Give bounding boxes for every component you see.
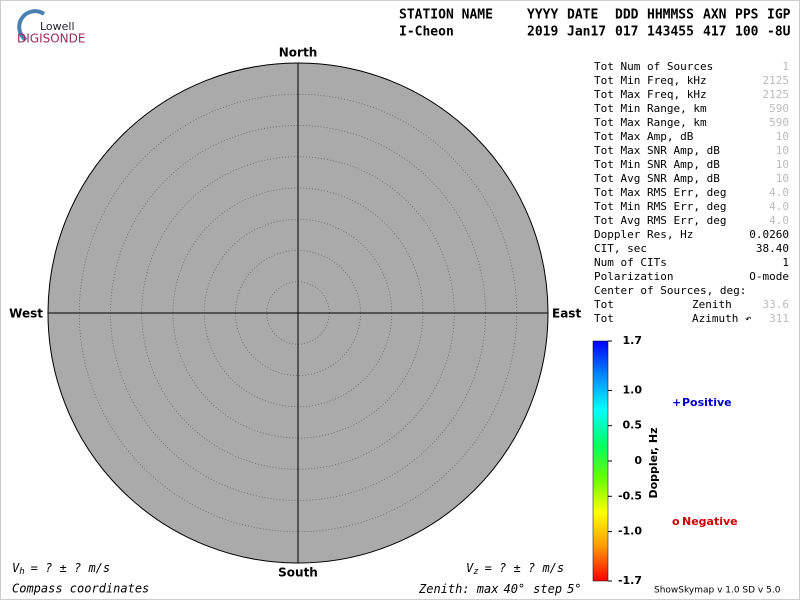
stat-label: Polarization <box>594 270 673 283</box>
zenith-note: Zenith: max 40° step 5° <box>418 582 582 596</box>
header-label: PPS <box>735 8 759 23</box>
colorbar-tick-label: -1.7 <box>618 574 642 587</box>
header-label: AXN <box>703 8 727 23</box>
header-label: IGP <box>767 8 791 23</box>
stat-value: 4.0 <box>769 200 789 213</box>
header-value: 2019 <box>527 25 558 40</box>
compass-label: East <box>552 307 581 321</box>
stat-label: Tot Max SNR Amp, dB <box>594 144 720 157</box>
stat-value: 4.0 <box>769 214 789 227</box>
stat-value: 4.0 <box>769 186 789 199</box>
compass-label: West <box>9 307 43 321</box>
stat-value: 1 <box>782 256 789 269</box>
stat-label: Tot Min RMS Err, deg <box>594 200 726 213</box>
header-label: STATION NAME <box>399 8 493 23</box>
logo-text: DIGISONDE <box>17 32 85 46</box>
legend-symbol: + <box>672 396 681 409</box>
stat-label: Zenith <box>692 298 732 311</box>
stat-label: CIT, sec <box>594 242 647 255</box>
version: ShowSkymap v 1.0 SD v 5.0 <box>654 586 781 596</box>
colorbar-tick-label: 0.5 <box>623 419 643 432</box>
stat-label: Tot <box>594 312 614 325</box>
velocity: Vh = ? ± ? m/s <box>12 561 110 577</box>
stat-label: Tot Avg RMS Err, deg <box>594 214 726 227</box>
velocity: Vz = ? ± ? m/s <box>466 561 564 577</box>
header-value: 100 <box>735 25 759 40</box>
colorbar-tick-label: 1.7 <box>623 334 643 347</box>
logo-text: Lowell <box>40 20 75 33</box>
compass-label: South <box>278 566 318 580</box>
stat-label: Doppler Res, Hz <box>594 228 693 241</box>
legend-text: Positive <box>682 396 732 409</box>
stat-value: 590 <box>769 116 789 129</box>
stat-value: O-mode <box>749 270 789 283</box>
stat-value: 590 <box>769 102 789 115</box>
header-label: HHMMSS <box>647 8 694 23</box>
stat-value: 10 <box>776 158 789 171</box>
header-value: 143455 <box>647 25 694 40</box>
compass-label: North <box>279 46 317 60</box>
stat-value: 10 <box>776 144 789 157</box>
colorbar-tick-label: -1.0 <box>618 525 642 538</box>
colorbar-tick-label: -0.5 <box>618 489 642 502</box>
header-value: 017 <box>615 25 638 40</box>
colorbar <box>592 340 609 582</box>
header-value: 417 <box>703 25 726 40</box>
stat-label: Center of Sources, deg: <box>594 284 746 297</box>
stat-label: Tot Min Range, km <box>594 102 707 115</box>
stat-value: 0.0260 <box>749 228 789 241</box>
stat-label: Tot Min SNR Amp, dB <box>594 158 720 171</box>
header-label: DATE <box>567 8 598 23</box>
header-label: DDD <box>615 8 639 23</box>
stat-value: 10 <box>776 172 789 185</box>
stat-value: 33.6 <box>763 298 790 311</box>
stat-label: Tot Min Freq, kHz <box>594 74 707 87</box>
stat-value: 311 <box>769 312 789 325</box>
header-label: YYYY <box>527 8 558 23</box>
logo-swoosh <box>17 9 46 42</box>
legend-text: Negative <box>682 515 738 528</box>
header-value: -8U <box>767 25 791 40</box>
stat-label: Tot Max RMS Err, deg <box>594 186 726 199</box>
header-value: I-Cheon <box>399 25 454 40</box>
stat-value: 38.40 <box>756 242 789 255</box>
stat-label: Tot Max Amp, dB <box>594 130 694 143</box>
stat-value: 2125 <box>763 88 790 101</box>
stat-label: Tot <box>594 298 614 311</box>
header-value: Jan17 <box>567 25 606 40</box>
stat-label: Azimuth ↶ <box>692 312 752 325</box>
colorbar-label: Doppler, Hz <box>647 427 660 498</box>
stat-value: 10 <box>776 130 789 143</box>
colorbar-tick-label: 1.0 <box>623 383 643 396</box>
legend-symbol: o <box>672 515 680 528</box>
stat-label: Tot Avg SNR Amp, dB <box>594 172 720 185</box>
colorbar-tick-label: 0 <box>634 454 642 467</box>
stat-value: 1 <box>782 60 789 73</box>
stat-label: Tot Max Range, km <box>594 116 707 129</box>
coords-note: Compass coordinates <box>12 582 149 596</box>
stat-label: Tot Max Freq, kHz <box>594 88 707 101</box>
stat-label: Num of CITs <box>594 256 667 269</box>
stat-label: Tot Num of Sources <box>594 60 713 73</box>
stat-value: 2125 <box>763 74 790 87</box>
